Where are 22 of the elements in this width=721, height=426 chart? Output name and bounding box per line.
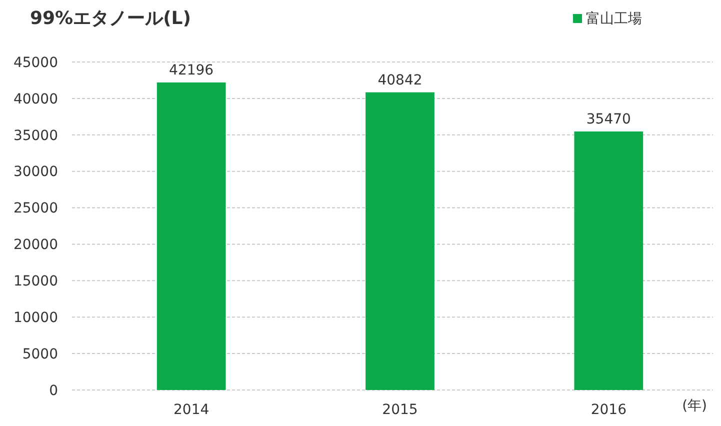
y-tick-label: 10000: [13, 310, 58, 326]
x-tick-label: 2016: [590, 402, 627, 418]
y-tick-label: 40000: [13, 91, 58, 108]
x-tick-label: 2015: [382, 402, 418, 418]
legend-label: 富山工場: [586, 11, 642, 27]
bar: [156, 82, 226, 390]
y-tick-label: 30000: [13, 164, 58, 180]
bar: [574, 131, 644, 390]
y-tick-label: 15000: [13, 274, 58, 290]
data-label: 40842: [378, 72, 422, 88]
y-tick-label: 25000: [13, 200, 58, 217]
bar: [366, 92, 434, 390]
data-label: 35470: [586, 111, 631, 128]
y-tick-label: 45000: [13, 54, 58, 71]
y-tick-label: 0: [49, 382, 58, 399]
y-tick-label: 20000: [13, 237, 58, 254]
x-axis-title: (年): [682, 398, 707, 414]
x-tick-label: 2014: [174, 402, 210, 418]
y-tick-label: 35000: [13, 128, 58, 144]
data-label: 42196: [169, 62, 214, 78]
y-tick-label: 5000: [22, 346, 58, 362]
chart-title: 99%エタノール(L): [30, 8, 192, 29]
